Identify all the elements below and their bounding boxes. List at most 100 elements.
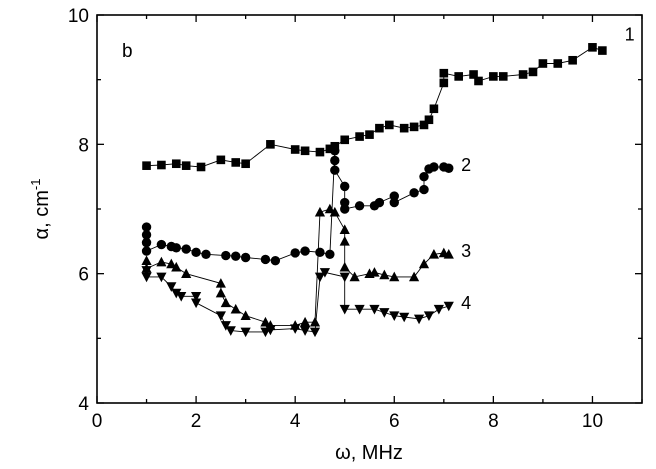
data-point	[528, 67, 538, 77]
data-point	[443, 248, 454, 259]
x-tick-label: 2	[191, 411, 202, 432]
data-point	[349, 271, 360, 282]
data-point	[340, 197, 350, 208]
data-point	[220, 297, 231, 308]
data-point	[355, 132, 364, 141]
y-tick-label: 8	[78, 135, 89, 156]
y-tick-label: 6	[78, 265, 89, 286]
data-point	[369, 267, 380, 277]
data-point	[290, 324, 301, 334]
data-point	[181, 244, 191, 254]
data-point	[424, 115, 434, 125]
data-point	[330, 165, 340, 175]
data-point	[419, 120, 429, 130]
data-point	[171, 288, 182, 299]
axes	[96, 14, 643, 404]
data-point	[315, 247, 325, 258]
data-point	[215, 278, 226, 288]
data-point	[141, 237, 152, 248]
data-point	[408, 271, 420, 282]
data-point	[409, 122, 419, 132]
data-point	[141, 266, 152, 276]
data-point	[216, 155, 226, 165]
data-point	[157, 160, 166, 170]
data-point	[309, 316, 321, 327]
data-point	[215, 287, 226, 298]
data-point	[385, 120, 394, 130]
data-point	[365, 130, 374, 139]
data-point	[389, 271, 400, 282]
data-point	[300, 246, 310, 256]
data-point	[399, 123, 409, 133]
data-point	[389, 197, 399, 208]
data-point	[156, 239, 167, 250]
data-point	[265, 325, 276, 336]
data-point	[588, 43, 597, 52]
data-point	[369, 304, 380, 315]
data-point	[429, 162, 439, 172]
data-point	[191, 247, 201, 258]
data-point	[299, 316, 311, 327]
data-point	[324, 203, 335, 214]
data-point	[290, 145, 300, 154]
data-point	[215, 311, 226, 321]
data-point	[260, 254, 271, 265]
data-point	[598, 46, 607, 55]
curve-label-4: 4	[461, 293, 471, 313]
data-point	[171, 159, 181, 169]
data-point	[409, 188, 419, 198]
data-point	[181, 161, 191, 170]
data-point	[231, 158, 241, 167]
data-point	[428, 248, 440, 259]
data-point	[176, 292, 187, 302]
data-point	[429, 104, 439, 114]
series-3	[141, 203, 454, 330]
data-point	[319, 268, 331, 278]
y-tick-label: 10	[68, 6, 89, 27]
data-point	[340, 135, 350, 145]
data-point	[141, 222, 152, 232]
data-point	[379, 269, 390, 280]
data-point	[374, 197, 385, 208]
data-point	[141, 230, 152, 240]
data-point	[419, 171, 429, 182]
data-point	[260, 316, 271, 327]
data-point	[156, 272, 167, 283]
x-tick-label: 4	[290, 411, 301, 432]
x-tick-label: 6	[389, 411, 400, 432]
curve-label-3: 3	[461, 241, 471, 261]
data-point	[339, 261, 350, 272]
data-point	[230, 303, 241, 314]
data-point	[439, 68, 449, 78]
data-point	[444, 163, 454, 173]
data-point	[553, 59, 563, 68]
data-point	[171, 261, 182, 272]
data-point	[339, 304, 350, 315]
y-axis-ticks: 4 6 8 10	[68, 6, 642, 415]
series-4	[141, 266, 454, 338]
data-point	[325, 144, 335, 154]
curve-labels: 1 2 3 4	[461, 24, 635, 312]
data-point	[498, 72, 508, 81]
data-point	[190, 298, 202, 309]
data-point	[141, 246, 152, 256]
plot-content	[141, 43, 607, 338]
data-point	[340, 204, 350, 214]
data-point	[423, 311, 435, 321]
y-tick-label: 4	[78, 394, 89, 415]
data-point	[418, 258, 430, 269]
data-point	[443, 301, 454, 312]
data-point	[240, 327, 251, 338]
data-point	[266, 140, 275, 149]
data-point	[181, 268, 192, 278]
panel-label: b	[122, 41, 133, 62]
data-point	[339, 272, 350, 283]
data-point	[389, 311, 400, 321]
data-point	[354, 304, 365, 315]
data-point	[339, 224, 350, 234]
data-point	[166, 258, 177, 269]
data-point	[419, 184, 429, 195]
x-axis-title: ω, MHz	[335, 442, 403, 464]
data-point	[315, 147, 325, 157]
